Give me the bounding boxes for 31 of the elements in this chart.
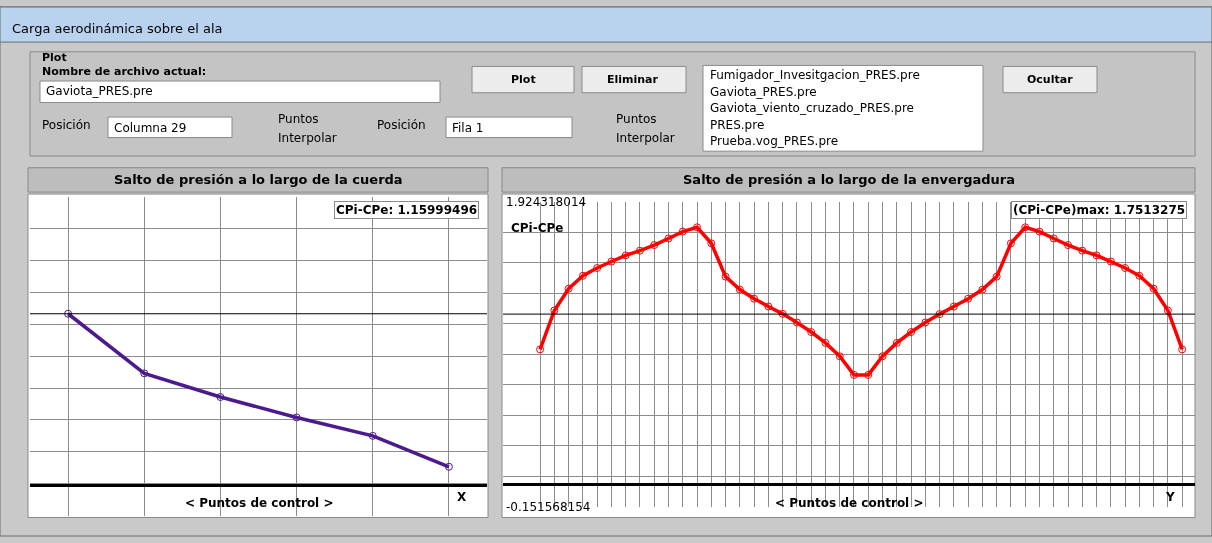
- text: Interpolar: [616, 131, 675, 145]
- text: Carga aerodinámica sobre el ala: [12, 21, 223, 36]
- chart-title: Salto de presión a lo largo de la envergadura: [683, 172, 1015, 187]
- text: Posición: [377, 118, 426, 132]
- text: Ocultar: [1027, 73, 1074, 86]
- text: Puntos: [278, 112, 319, 126]
- text: Plot: [511, 73, 536, 86]
- annotation: Y: [1165, 490, 1175, 504]
- text: Gaviota_PRES.pre: [46, 84, 153, 98]
- x-axis-title: < Puntos de control >: [775, 496, 924, 510]
- text: Gaviota_viento_cruzado_PRES.pre: [710, 101, 914, 115]
- text: Eliminar: [607, 73, 659, 86]
- chart-title: Salto de presión a lo largo de la cuerda: [114, 172, 403, 187]
- text: Gaviota_PRES.pre: [710, 85, 817, 99]
- text: Columna 29: [114, 121, 187, 135]
- annotation: (CPi-CPe)max: 1.7513275: [1013, 203, 1186, 217]
- x-axis-title: < Puntos de control >: [185, 496, 334, 510]
- text: Interpolar: [278, 131, 337, 145]
- text: Puntos: [616, 112, 657, 126]
- text: Plot: [42, 51, 67, 64]
- text: Fila 1: [452, 121, 484, 135]
- text: CPi-CPe: 1.15999496: [336, 203, 478, 217]
- y-tick-label: 1.924318014: [506, 195, 587, 210]
- y-tick-label: -0.151568154: [506, 499, 591, 514]
- text: X: [457, 490, 467, 504]
- text: Nombre de archivo actual:: [42, 65, 207, 78]
- text: Prueba.vog_PRES.pre: [710, 134, 839, 148]
- y-axis-title: CPi-CPe: [511, 221, 564, 235]
- text: Posición: [42, 118, 91, 132]
- text: Fumigador_Invesitgacion_PRES.pre: [710, 68, 920, 82]
- text: PRES.pre: [710, 118, 765, 132]
